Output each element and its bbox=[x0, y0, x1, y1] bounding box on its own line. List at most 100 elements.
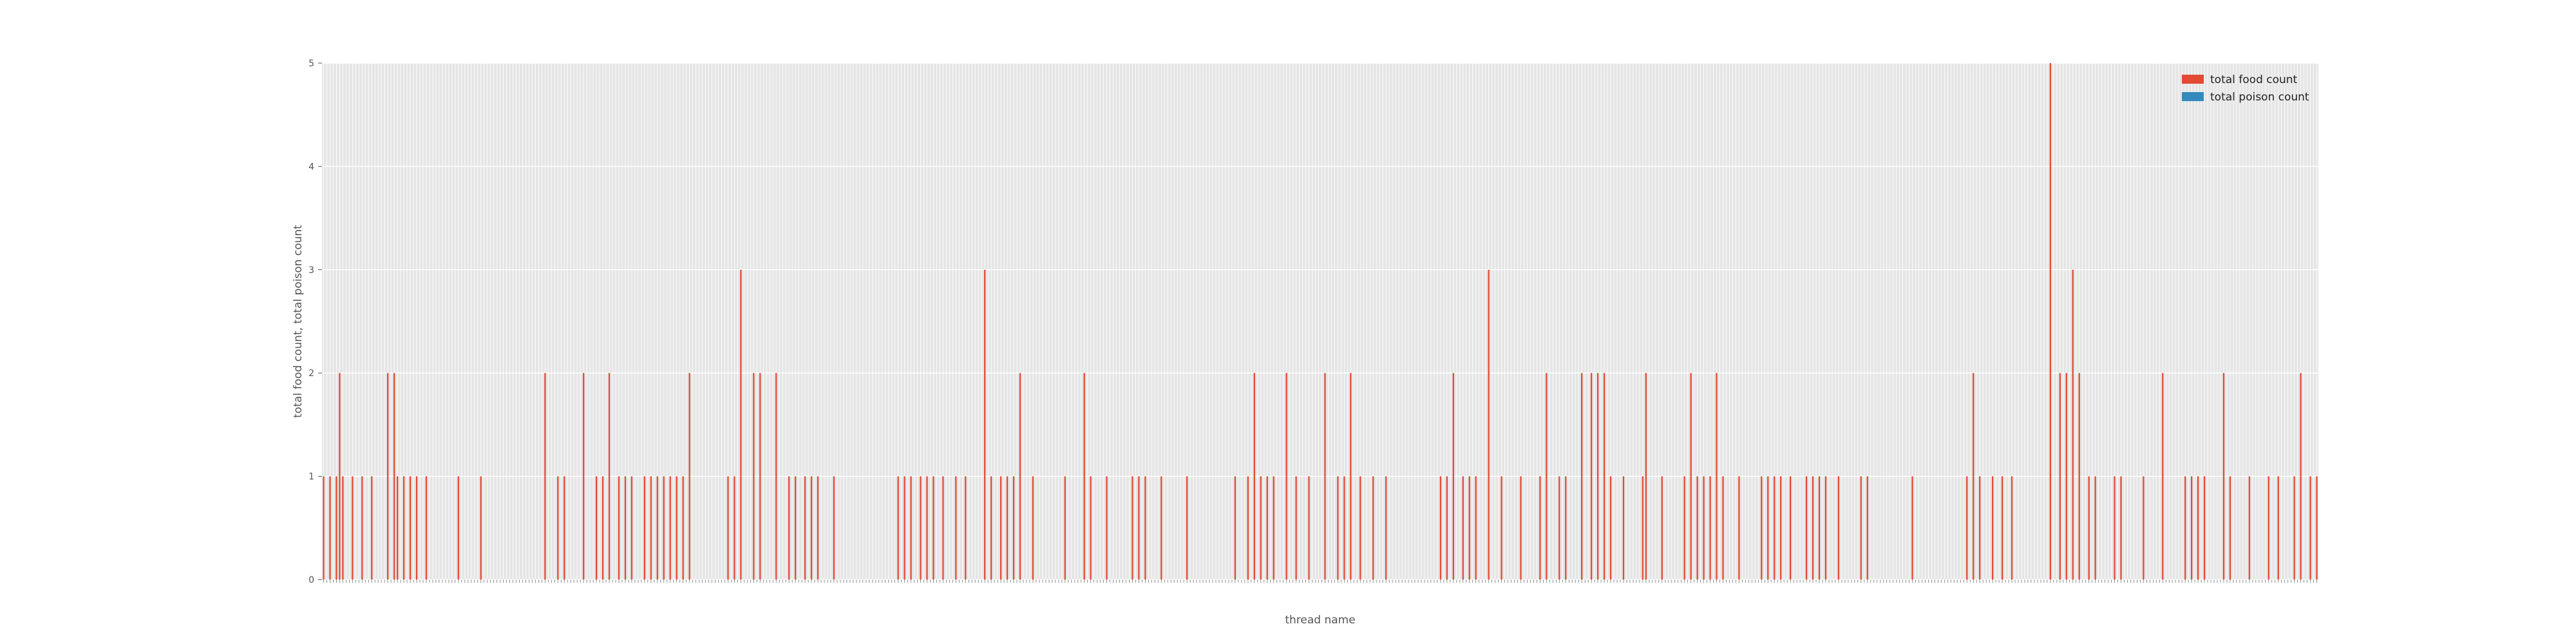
bar-food-count bbox=[933, 476, 934, 580]
bar-food-count bbox=[999, 476, 1002, 580]
legend-label-poison: total poison count bbox=[2210, 91, 2309, 104]
bar-food-count bbox=[1683, 476, 1685, 580]
bar-food-count bbox=[926, 476, 928, 580]
bar-food-count bbox=[1824, 476, 1827, 580]
bar-food-count bbox=[1709, 476, 1711, 580]
bar-food-count bbox=[682, 476, 684, 580]
bar-food-count bbox=[833, 476, 835, 580]
bar-food-count bbox=[1324, 373, 1326, 580]
bar-food-count bbox=[1690, 373, 1692, 580]
bar-food-count bbox=[897, 476, 899, 580]
bar-food-count bbox=[1596, 373, 1599, 580]
bar-food-count bbox=[557, 476, 559, 580]
y-tick-label: 3 bbox=[308, 265, 314, 276]
bar-food-count bbox=[2191, 476, 2193, 580]
bar-food-count bbox=[1911, 476, 1913, 580]
bar-food-count bbox=[1812, 476, 1814, 580]
bar-food-count bbox=[759, 373, 761, 580]
bar-food-count bbox=[1295, 476, 1297, 580]
bar-food-count bbox=[727, 476, 729, 580]
x-axis bbox=[323, 580, 2317, 583]
bar-food-count bbox=[1475, 476, 1477, 580]
bar-food-count bbox=[656, 476, 658, 580]
y-tick-label: 4 bbox=[308, 162, 314, 172]
bar-food-count bbox=[1032, 476, 1034, 580]
bar-food-count bbox=[323, 476, 325, 580]
bar-food-count bbox=[788, 476, 790, 580]
bar-food-count bbox=[910, 476, 912, 580]
legend: total food count total poison count bbox=[2182, 73, 2309, 104]
bar-food-count bbox=[371, 476, 373, 580]
bar-food-count bbox=[984, 269, 986, 580]
bar-food-count bbox=[1546, 373, 1548, 580]
bar-food-count bbox=[1780, 476, 1782, 580]
bar-food-count bbox=[1019, 373, 1021, 580]
bar-food-count bbox=[2309, 476, 2311, 580]
bar-food-count bbox=[2197, 476, 2199, 580]
bar-food-count bbox=[1973, 373, 1975, 580]
bar-food-count bbox=[2094, 476, 2096, 580]
bar-food-count bbox=[1661, 476, 1663, 580]
bar-food-count bbox=[1385, 476, 1387, 580]
bar-food-count bbox=[630, 476, 633, 580]
y-tick-label: 2 bbox=[308, 368, 314, 379]
bar-food-count bbox=[904, 476, 905, 580]
bar-food-count bbox=[740, 269, 742, 580]
bar-food-count bbox=[965, 476, 967, 580]
bar-food-count bbox=[2072, 269, 2074, 580]
bar-food-count bbox=[650, 476, 652, 580]
bar-food-count bbox=[1979, 476, 1981, 580]
bar-food-count bbox=[457, 476, 459, 580]
bar-food-count bbox=[1350, 373, 1352, 580]
bar-food-count bbox=[618, 476, 620, 580]
bar-food-count bbox=[1805, 476, 1808, 580]
bar-food-count bbox=[1359, 476, 1361, 580]
bar-food-count bbox=[2143, 476, 2145, 580]
bars bbox=[323, 63, 2318, 580]
bar-food-count bbox=[329, 476, 331, 580]
bar-food-count bbox=[1234, 476, 1236, 580]
bar-food-count bbox=[601, 476, 604, 580]
bar-food-count bbox=[2065, 373, 2067, 580]
bar-food-count bbox=[1247, 476, 1249, 580]
bar-food-count bbox=[1439, 476, 1442, 580]
bar-food-count bbox=[409, 476, 412, 580]
bar-food-count bbox=[1372, 476, 1374, 580]
bar-food-count bbox=[1696, 476, 1698, 580]
y-tick-label: 1 bbox=[308, 472, 314, 482]
bar-food-count bbox=[2316, 476, 2318, 580]
bar-food-count bbox=[1722, 476, 1724, 580]
bar-food-count bbox=[643, 476, 646, 580]
bar-food-count bbox=[415, 476, 418, 580]
bar-food-count bbox=[1716, 373, 1718, 580]
bar-food-count bbox=[1790, 476, 1792, 580]
bar-food-count bbox=[339, 373, 341, 580]
y-axis-label: total food count, total poison count bbox=[292, 225, 305, 418]
bar-food-count bbox=[1501, 476, 1502, 580]
bar-food-count bbox=[2229, 476, 2231, 580]
bar-food-count bbox=[1818, 476, 1821, 580]
bar-food-count bbox=[1645, 373, 1647, 580]
bar-food-count bbox=[2293, 476, 2295, 580]
bar-food-count bbox=[1520, 476, 1522, 580]
bar-food-count bbox=[2011, 476, 2013, 580]
bar-food-count bbox=[676, 476, 677, 580]
bar-food-count bbox=[1446, 476, 1448, 580]
bar-food-count bbox=[425, 476, 428, 580]
bar-food-count bbox=[1488, 269, 1490, 580]
bar-food-count bbox=[775, 373, 777, 580]
bar-food-count bbox=[397, 476, 399, 580]
bar-food-count bbox=[1966, 476, 1968, 580]
y-tick-label: 0 bbox=[308, 575, 314, 585]
bar-food-count bbox=[393, 373, 395, 580]
bar-food-count bbox=[1273, 476, 1274, 580]
bar-food-count bbox=[1468, 476, 1470, 580]
bar-food-count bbox=[1591, 373, 1593, 580]
bar-food-count bbox=[1132, 476, 1133, 580]
bar-food-count bbox=[734, 476, 735, 580]
bar-food-count bbox=[1308, 476, 1310, 580]
bar-food-count bbox=[342, 476, 344, 580]
bar-food-count bbox=[1738, 476, 1740, 580]
bar-food-count bbox=[942, 476, 944, 580]
bar-food-count bbox=[2120, 476, 2122, 580]
